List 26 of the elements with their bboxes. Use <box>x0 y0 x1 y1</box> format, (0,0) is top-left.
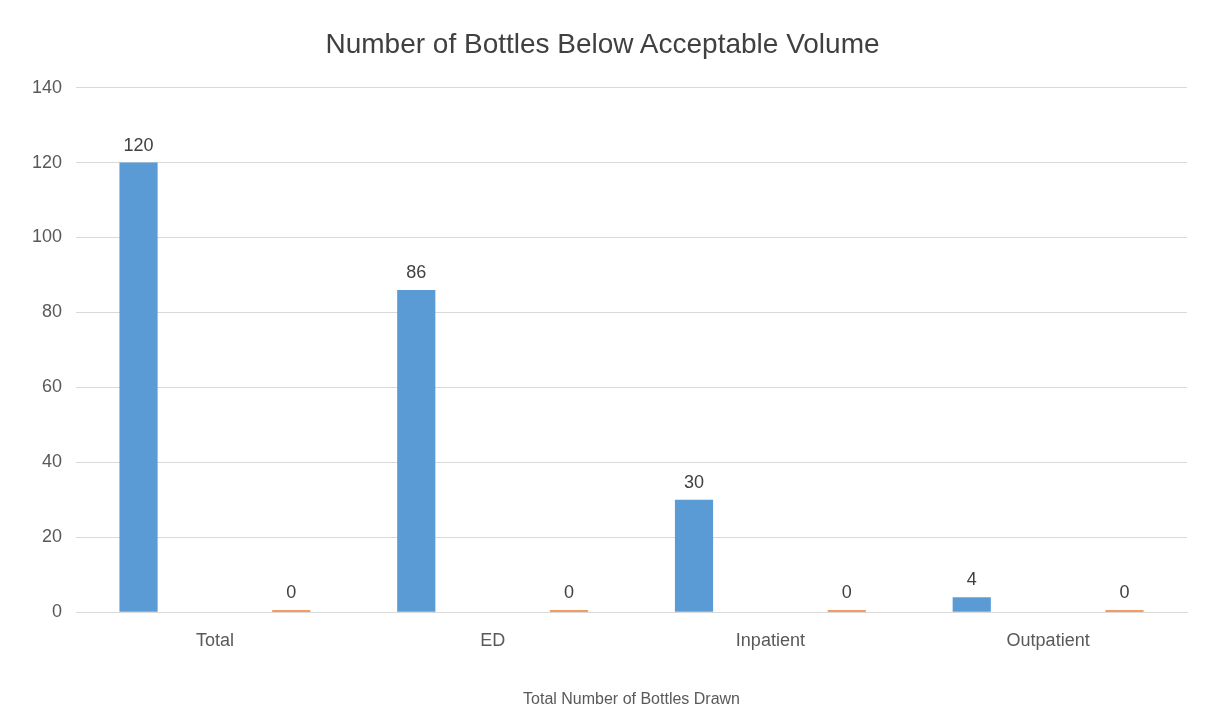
data-label: 0 <box>841 582 852 603</box>
x-tick-label: Outpatient <box>1006 629 1090 650</box>
bar <box>397 289 436 612</box>
bar <box>952 597 991 612</box>
y-tick-label: 40 <box>42 451 63 472</box>
x-axis-title: Total Number of Bottles Drawn <box>523 689 741 707</box>
data-label: 4 <box>966 569 977 590</box>
y-tick-label: 80 <box>42 301 63 322</box>
y-tick-label: 0 <box>52 601 63 622</box>
data-label: 86 <box>406 261 427 282</box>
chart-title: Number of Bottles Below Acceptable Volume <box>325 27 880 59</box>
data-label: 0 <box>564 582 575 603</box>
y-tick-label: 60 <box>42 376 63 397</box>
y-tick-label: 20 <box>42 526 63 547</box>
data-label: 30 <box>683 471 705 492</box>
y-tick-label: 120 <box>31 151 63 172</box>
y-tick-label: 140 <box>31 76 63 97</box>
bar <box>119 162 158 612</box>
x-tick-label: Inpatient <box>735 629 805 650</box>
data-label: 0 <box>1119 582 1130 603</box>
y-tick-label: 100 <box>31 226 63 247</box>
bar <box>674 499 714 612</box>
x-tick-label: Total <box>195 629 234 650</box>
x-tick-label: ED <box>480 629 506 650</box>
data-label: 0 <box>286 582 297 603</box>
data-label: 120 <box>123 134 154 155</box>
